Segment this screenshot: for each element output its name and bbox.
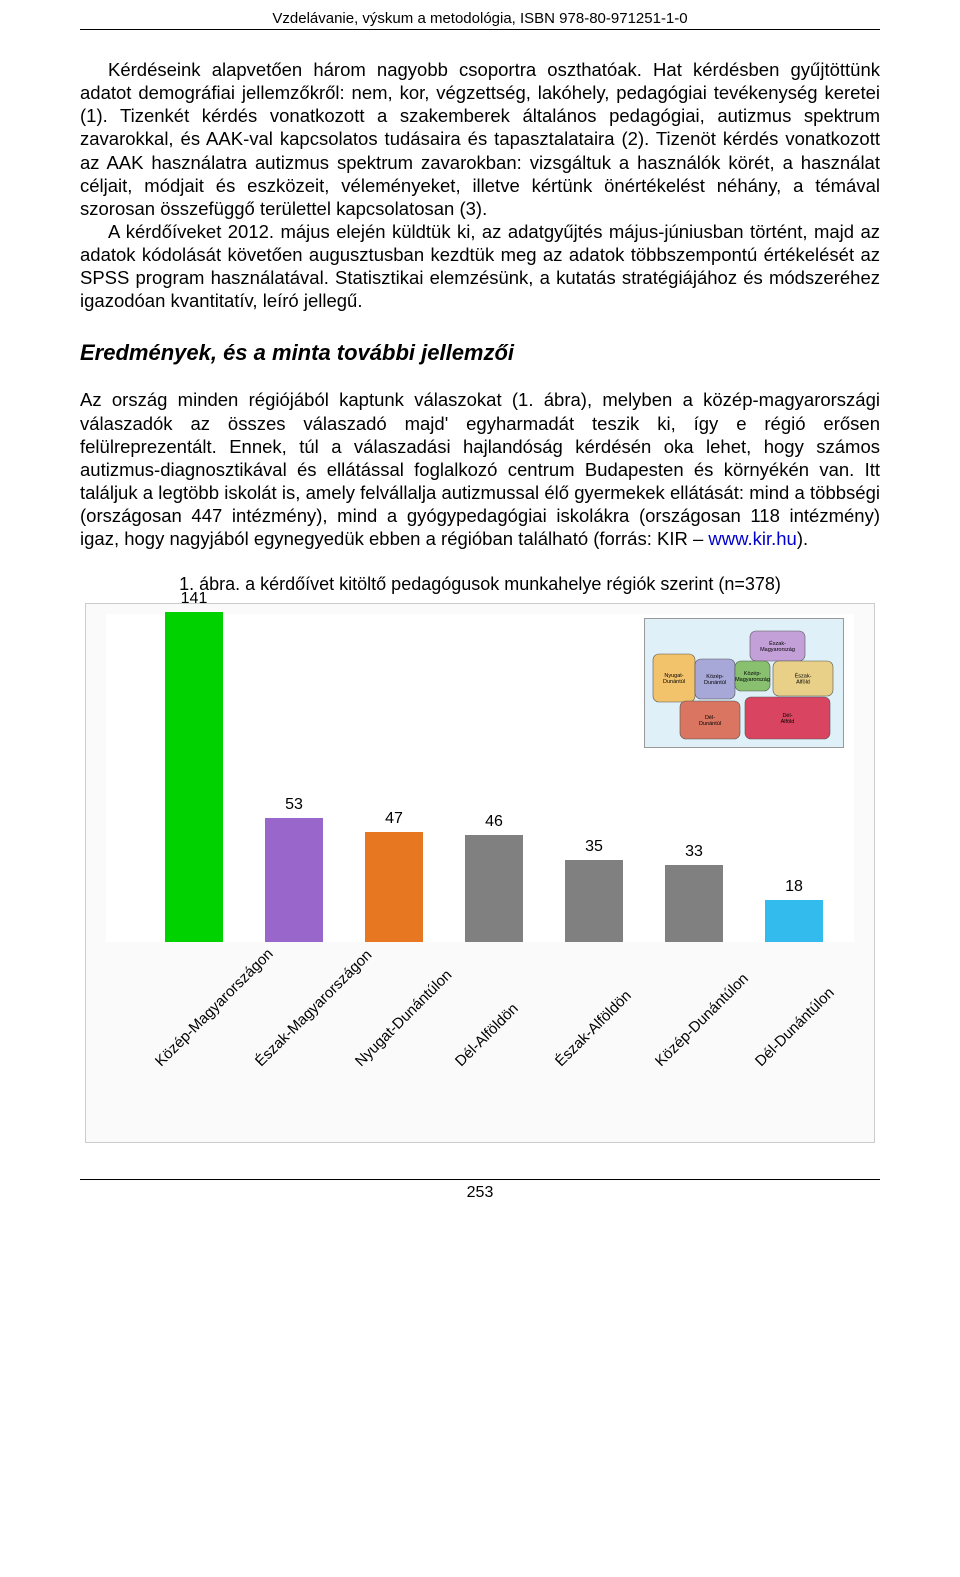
header-line: Vzdelávanie, výskum a metodológia, ISBN … bbox=[80, 10, 880, 30]
para2-post: ). bbox=[797, 528, 808, 549]
bar-col: 46 bbox=[454, 813, 534, 943]
bar bbox=[665, 865, 723, 942]
bar bbox=[165, 612, 223, 942]
bar bbox=[265, 818, 323, 942]
map-region-label: Észak-Alföld bbox=[795, 673, 812, 686]
bar bbox=[365, 832, 423, 942]
bar-value-label: 18 bbox=[785, 878, 803, 896]
bar-value-label: 53 bbox=[285, 796, 303, 814]
bar-value-label: 46 bbox=[485, 813, 503, 831]
paragraph-1: Kérdéseink alapvetően három nagyobb csop… bbox=[80, 58, 880, 312]
bar bbox=[465, 835, 523, 943]
bar-col: 33 bbox=[654, 843, 734, 942]
bar bbox=[765, 900, 823, 942]
bar-chart: 141534746353318 Észak-MagyarországNyugat… bbox=[85, 603, 875, 1143]
bar bbox=[565, 860, 623, 942]
para2-pre: Az ország minden régiójából kaptunk vála… bbox=[80, 389, 880, 549]
bar-col: 47 bbox=[354, 810, 434, 942]
section-title: Eredmények, és a minta további jellemzői bbox=[80, 340, 880, 366]
bar-value-label: 141 bbox=[181, 590, 208, 608]
bar-col: 18 bbox=[754, 878, 834, 942]
bar-value-label: 47 bbox=[385, 810, 403, 828]
para1b-text: A kérdőíveket 2012. május elején küldtük… bbox=[80, 221, 880, 311]
bar-col: 35 bbox=[554, 838, 634, 942]
paragraph-2: Az ország minden régiójából kaptunk vála… bbox=[80, 388, 880, 550]
para1-text: Kérdéseink alapvetően három nagyobb csop… bbox=[80, 59, 880, 219]
map-region-label: Nyugat-Dunántúl bbox=[663, 673, 685, 685]
bar-value-label: 35 bbox=[585, 838, 603, 856]
map-svg: Észak-MagyarországNyugat-DunántúlKözép-D… bbox=[645, 619, 845, 749]
map-region-label: Közép-Dunántúl bbox=[704, 674, 726, 686]
bar-value-label: 33 bbox=[685, 843, 703, 861]
kir-link[interactable]: www.kir.hu bbox=[708, 528, 796, 549]
bar-col: 141 bbox=[154, 590, 234, 942]
map-region-label: Dél-Alföld bbox=[781, 713, 795, 725]
bar-col: 53 bbox=[254, 796, 334, 942]
hungary-map-inset: Észak-MagyarországNyugat-DunántúlKözép-D… bbox=[644, 618, 844, 748]
